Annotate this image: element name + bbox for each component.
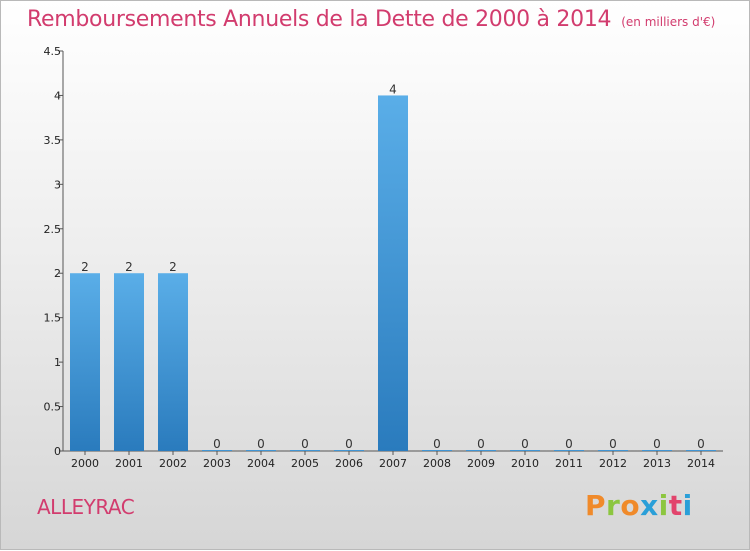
y-tick-label: 4 xyxy=(54,89,61,102)
data-label: 0 xyxy=(213,437,221,451)
bar xyxy=(598,450,628,451)
data-label: 0 xyxy=(565,437,573,451)
logo-letter: i xyxy=(658,489,669,522)
data-label: 0 xyxy=(521,437,529,451)
proxiti-logo: Proxiti xyxy=(585,489,693,522)
data-label: 2 xyxy=(169,260,177,274)
bar xyxy=(114,273,144,451)
x-tick-label: 2012 xyxy=(599,457,627,470)
x-tick-label: 2013 xyxy=(643,457,671,470)
x-tick-label: 2005 xyxy=(291,457,319,470)
bar xyxy=(246,450,276,451)
y-tick-label: 4.5 xyxy=(44,45,62,58)
data-label: 0 xyxy=(609,437,617,451)
bar xyxy=(422,450,452,451)
x-tick-label: 2004 xyxy=(247,457,275,470)
data-label: 4 xyxy=(389,82,397,96)
bar xyxy=(334,450,364,451)
x-tick-label: 2000 xyxy=(71,457,99,470)
y-tick-label: 3 xyxy=(54,178,61,191)
data-label: 0 xyxy=(301,437,309,451)
y-tick-label: 2 xyxy=(54,267,61,280)
y-tick-label: 1 xyxy=(54,356,61,369)
data-label: 0 xyxy=(257,437,265,451)
chart-title-text: Remboursements Annuels de la Dette de 20… xyxy=(27,7,612,32)
bar xyxy=(70,273,100,451)
x-tick-label: 2003 xyxy=(203,457,231,470)
bar xyxy=(202,450,232,451)
x-tick-label: 2006 xyxy=(335,457,363,470)
y-tick-label: 2.5 xyxy=(44,223,62,236)
bar xyxy=(290,450,320,451)
chart-title: Remboursements Annuels de la Dette de 20… xyxy=(27,7,715,32)
x-tick-label: 2008 xyxy=(423,457,451,470)
data-label: 0 xyxy=(653,437,661,451)
x-tick-label: 2014 xyxy=(687,457,715,470)
logo-letter: r xyxy=(606,489,621,522)
y-tick-label: 0.5 xyxy=(44,401,62,414)
data-label: 2 xyxy=(81,260,89,274)
x-tick-label: 2001 xyxy=(115,457,143,470)
bar xyxy=(378,95,408,451)
logo-letter: x xyxy=(640,489,659,522)
x-tick-label: 2010 xyxy=(511,457,539,470)
logo-letter: P xyxy=(585,489,607,522)
y-tick-label: 1.5 xyxy=(44,312,62,325)
commune-name: ALLEYRAC xyxy=(37,495,135,519)
chart-subtitle: (en milliers d'€) xyxy=(621,15,716,29)
bar xyxy=(686,450,716,451)
y-tick-label: 3.5 xyxy=(44,134,62,147)
bar xyxy=(158,273,188,451)
bar xyxy=(510,450,540,451)
bar xyxy=(466,450,496,451)
x-tick-label: 2011 xyxy=(555,457,583,470)
logo-letter: t xyxy=(668,489,683,522)
x-tick-label: 2009 xyxy=(467,457,495,470)
logo-letter: i xyxy=(682,489,693,522)
data-label: 0 xyxy=(697,437,705,451)
bar xyxy=(642,450,672,451)
x-tick-label: 2007 xyxy=(379,457,407,470)
y-tick-label: 0 xyxy=(54,445,61,458)
data-label: 0 xyxy=(433,437,441,451)
data-label: 0 xyxy=(345,437,353,451)
logo-letter: o xyxy=(620,489,641,522)
data-label: 2 xyxy=(125,260,133,274)
bar xyxy=(554,450,584,451)
data-label: 0 xyxy=(477,437,485,451)
x-tick-label: 2002 xyxy=(159,457,187,470)
